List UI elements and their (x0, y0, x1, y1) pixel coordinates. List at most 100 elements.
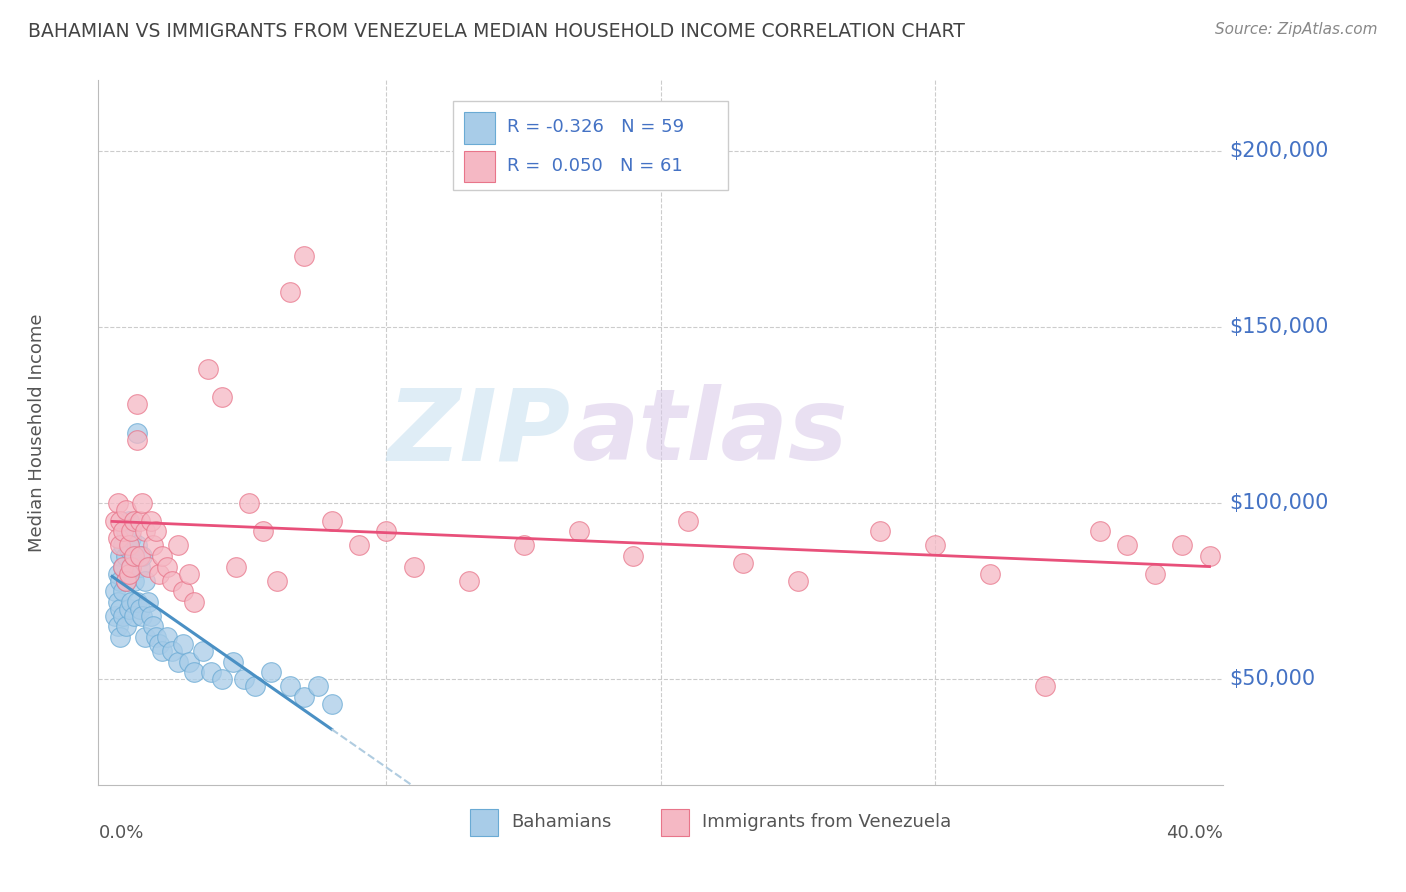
Point (128, 549, 150, 563)
Point (150, 549, 173, 563)
Point (238, 496, 260, 510)
Point (162, 644, 184, 658)
Point (139, 608, 162, 623)
Point (115, 574, 138, 588)
Point (136, 559, 159, 574)
Text: Median Household Income: Median Household Income (28, 313, 45, 552)
Point (115, 503, 138, 517)
Point (125, 433, 148, 447)
Point (131, 608, 153, 623)
Point (104, 514, 127, 528)
Point (104, 608, 127, 623)
Point (177, 655, 200, 669)
Point (292, 249, 315, 263)
Point (115, 524, 138, 539)
Point (120, 531, 142, 545)
Point (128, 559, 150, 574)
Point (252, 524, 274, 539)
Point (115, 619, 138, 633)
Point (125, 397, 148, 411)
Point (107, 496, 129, 510)
Point (321, 697, 343, 711)
Point (110, 601, 132, 615)
Point (120, 524, 142, 539)
Point (107, 531, 129, 545)
FancyBboxPatch shape (464, 112, 495, 144)
Point (979, 566, 1001, 581)
Point (115, 549, 138, 563)
Text: BAHAMIAN VS IMMIGRANTS FROM VENEZUELA MEDIAN HOUSEHOLD INCOME CORRELATION CHART: BAHAMIAN VS IMMIGRANTS FROM VENEZUELA ME… (28, 22, 965, 41)
Point (120, 595, 142, 609)
Point (112, 524, 135, 539)
Point (162, 574, 184, 588)
Point (1171, 538, 1194, 552)
Point (200, 665, 222, 680)
Point (1143, 566, 1166, 581)
Point (112, 559, 135, 574)
Text: Source: ZipAtlas.com: Source: ZipAtlas.com (1215, 22, 1378, 37)
Point (139, 514, 162, 528)
Point (191, 644, 214, 658)
Point (1088, 524, 1111, 539)
Point (112, 584, 135, 599)
Text: R = -0.326   N = 59: R = -0.326 N = 59 (506, 119, 683, 136)
Point (134, 574, 156, 588)
FancyBboxPatch shape (661, 809, 689, 836)
Point (280, 285, 302, 299)
Point (307, 679, 329, 693)
FancyBboxPatch shape (453, 102, 728, 189)
Point (869, 524, 891, 539)
Point (787, 574, 810, 588)
Point (122, 549, 145, 563)
Point (512, 538, 534, 552)
Point (167, 655, 190, 669)
Text: $100,000: $100,000 (1229, 493, 1329, 513)
Point (266, 574, 288, 588)
Point (260, 665, 283, 680)
Point (148, 566, 170, 581)
Point (110, 574, 132, 588)
Text: atlas: atlas (571, 384, 848, 481)
Text: 40.0%: 40.0% (1167, 823, 1223, 842)
Point (733, 556, 755, 570)
Point (110, 549, 132, 563)
Point (321, 514, 343, 528)
Point (117, 601, 139, 615)
Point (117, 514, 139, 528)
Point (347, 538, 370, 552)
Point (402, 559, 425, 574)
Text: R =  0.050   N = 61: R = 0.050 N = 61 (506, 157, 682, 175)
Text: $150,000: $150,000 (1229, 317, 1329, 337)
Point (145, 524, 167, 539)
Text: ZIP: ZIP (388, 384, 571, 481)
Point (122, 608, 145, 623)
FancyBboxPatch shape (470, 809, 498, 836)
Point (678, 514, 700, 528)
Text: 0.0%: 0.0% (98, 823, 143, 842)
Point (225, 559, 247, 574)
Point (280, 679, 302, 693)
Point (112, 608, 135, 623)
Point (110, 514, 132, 528)
Point (621, 549, 644, 563)
Point (128, 601, 150, 615)
Point (120, 559, 142, 574)
Point (131, 549, 153, 563)
Point (142, 619, 165, 633)
Point (145, 630, 167, 644)
Point (104, 584, 127, 599)
Point (197, 362, 219, 376)
Point (107, 566, 129, 581)
Point (110, 630, 132, 644)
Text: $200,000: $200,000 (1229, 141, 1329, 161)
Point (122, 574, 145, 588)
Point (107, 595, 129, 609)
Text: $50,000: $50,000 (1229, 669, 1315, 690)
Point (131, 496, 153, 510)
Point (117, 566, 139, 581)
Point (211, 673, 233, 687)
Point (134, 524, 156, 539)
Point (125, 595, 148, 609)
Text: Immigrants from Venezuela: Immigrants from Venezuela (703, 814, 952, 831)
Point (457, 574, 479, 588)
